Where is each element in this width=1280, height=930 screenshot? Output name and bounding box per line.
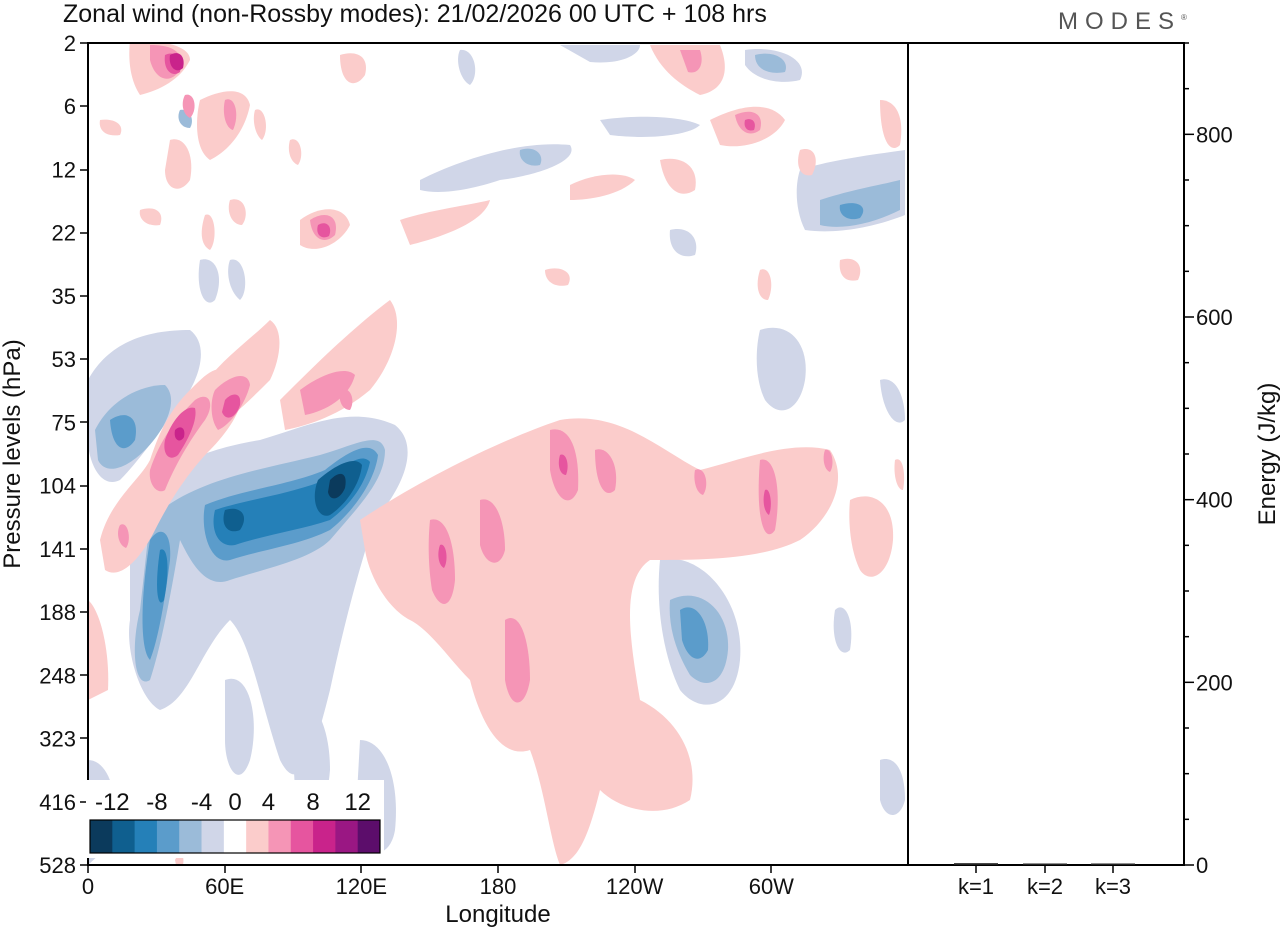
pressure-tick-label: 104: [39, 474, 76, 499]
energy-axis-label: Energy (J/kg): [1254, 383, 1280, 526]
energy-bars: k=1 k=2 k=3: [954, 863, 1135, 899]
energy-bar: [1091, 863, 1135, 865]
colorbar-swatch: [156, 820, 180, 853]
colorbar-swatch: [179, 820, 203, 853]
longitude-tick-label: 60W: [749, 874, 794, 899]
energy-tick-label: 400: [1196, 488, 1233, 513]
longitude-tick-label: 180: [480, 874, 517, 899]
contour-extreme-negative: [328, 473, 346, 499]
colorbar-swatch: [90, 820, 113, 853]
pressure-tick-label: 35: [52, 284, 76, 309]
energy-tick-label: 800: [1196, 122, 1233, 147]
energy-category-label: k=2: [1027, 874, 1063, 899]
brand-logo: MODES®: [1058, 8, 1187, 35]
energy-tick-label: 600: [1196, 305, 1233, 330]
y-axis-label: Pressure levels (hPa): [0, 339, 26, 568]
energy-category-label: k=1: [958, 874, 994, 899]
contour-field: [88, 43, 908, 865]
energy-category-label: k=3: [1095, 874, 1131, 899]
colorbar: -12 -8 -4 0 4 8 12: [86, 780, 384, 858]
colorbar-swatch: [134, 820, 158, 853]
pressure-tick-label: 12: [52, 157, 76, 182]
colorbar-swatch: [290, 820, 314, 853]
pressure-tick-label: 416: [39, 790, 76, 815]
colorbar-swatch: [268, 820, 292, 853]
pressure-tick-label: 75: [52, 410, 76, 435]
colorbar-label: -12: [95, 789, 130, 816]
contour-very-strong-positive: [169, 53, 185, 441]
longitude-tick-label: 0: [82, 874, 94, 899]
energy-bar: [954, 863, 998, 865]
colorbar-swatch: [201, 820, 225, 853]
longitude-tick-label: 120E: [336, 874, 387, 899]
colorbar-swatch: [357, 820, 381, 853]
colorbar-frame: [89, 819, 381, 854]
pressure-tick-label: 53: [52, 347, 76, 372]
colorbar-swatch: [313, 820, 336, 853]
pressure-tick-labels: 2 6 12 22 35 53 75 104 141 188 248 323 416 528: [39, 31, 76, 878]
pressure-tick-label: 22: [52, 221, 76, 246]
colorbar-label: 4: [262, 789, 275, 816]
chart-title: Zonal wind (non-Rossby modes): 21/02/202…: [63, 0, 767, 28]
energy-tick-label: 0: [1196, 853, 1208, 878]
pressure-tick-label: 141: [39, 537, 76, 562]
pressure-axis: [80, 42, 88, 866]
pressure-tick-label: 188: [39, 600, 76, 625]
energy-tick-label: 200: [1196, 670, 1233, 695]
pressure-tick-label: 2: [64, 31, 76, 56]
colorbar-label: 12: [344, 789, 371, 816]
colorbar-label: -8: [146, 789, 167, 816]
colorbar-label: -4: [191, 789, 212, 816]
pressure-tick-label: 6: [64, 94, 76, 119]
colorbar-swatch: [335, 820, 359, 853]
x-axis-label: Longitude: [445, 901, 550, 928]
colorbar-swatch: [112, 820, 136, 853]
colorbar-label: 0: [228, 789, 241, 816]
longitude-axis: [87, 865, 772, 873]
colorbar-swatch: [246, 820, 269, 853]
longitude-tick-label: 120W: [606, 874, 664, 899]
energy-frame: [907, 42, 1185, 866]
longitude-tick-labels: 0 60E 120E 180 120W 60W: [82, 874, 794, 899]
energy-axis: 0 200 400 600 800: [1184, 42, 1233, 878]
pressure-tick-label: 323: [39, 727, 76, 752]
longitude-tick-label: 60E: [205, 874, 244, 899]
pressure-tick-label: 248: [39, 663, 76, 688]
colorbar-label: 8: [306, 789, 319, 816]
energy-bar: [1023, 863, 1067, 865]
colorbar-swatch: [223, 820, 247, 853]
pressure-tick-label: 528: [39, 853, 76, 878]
